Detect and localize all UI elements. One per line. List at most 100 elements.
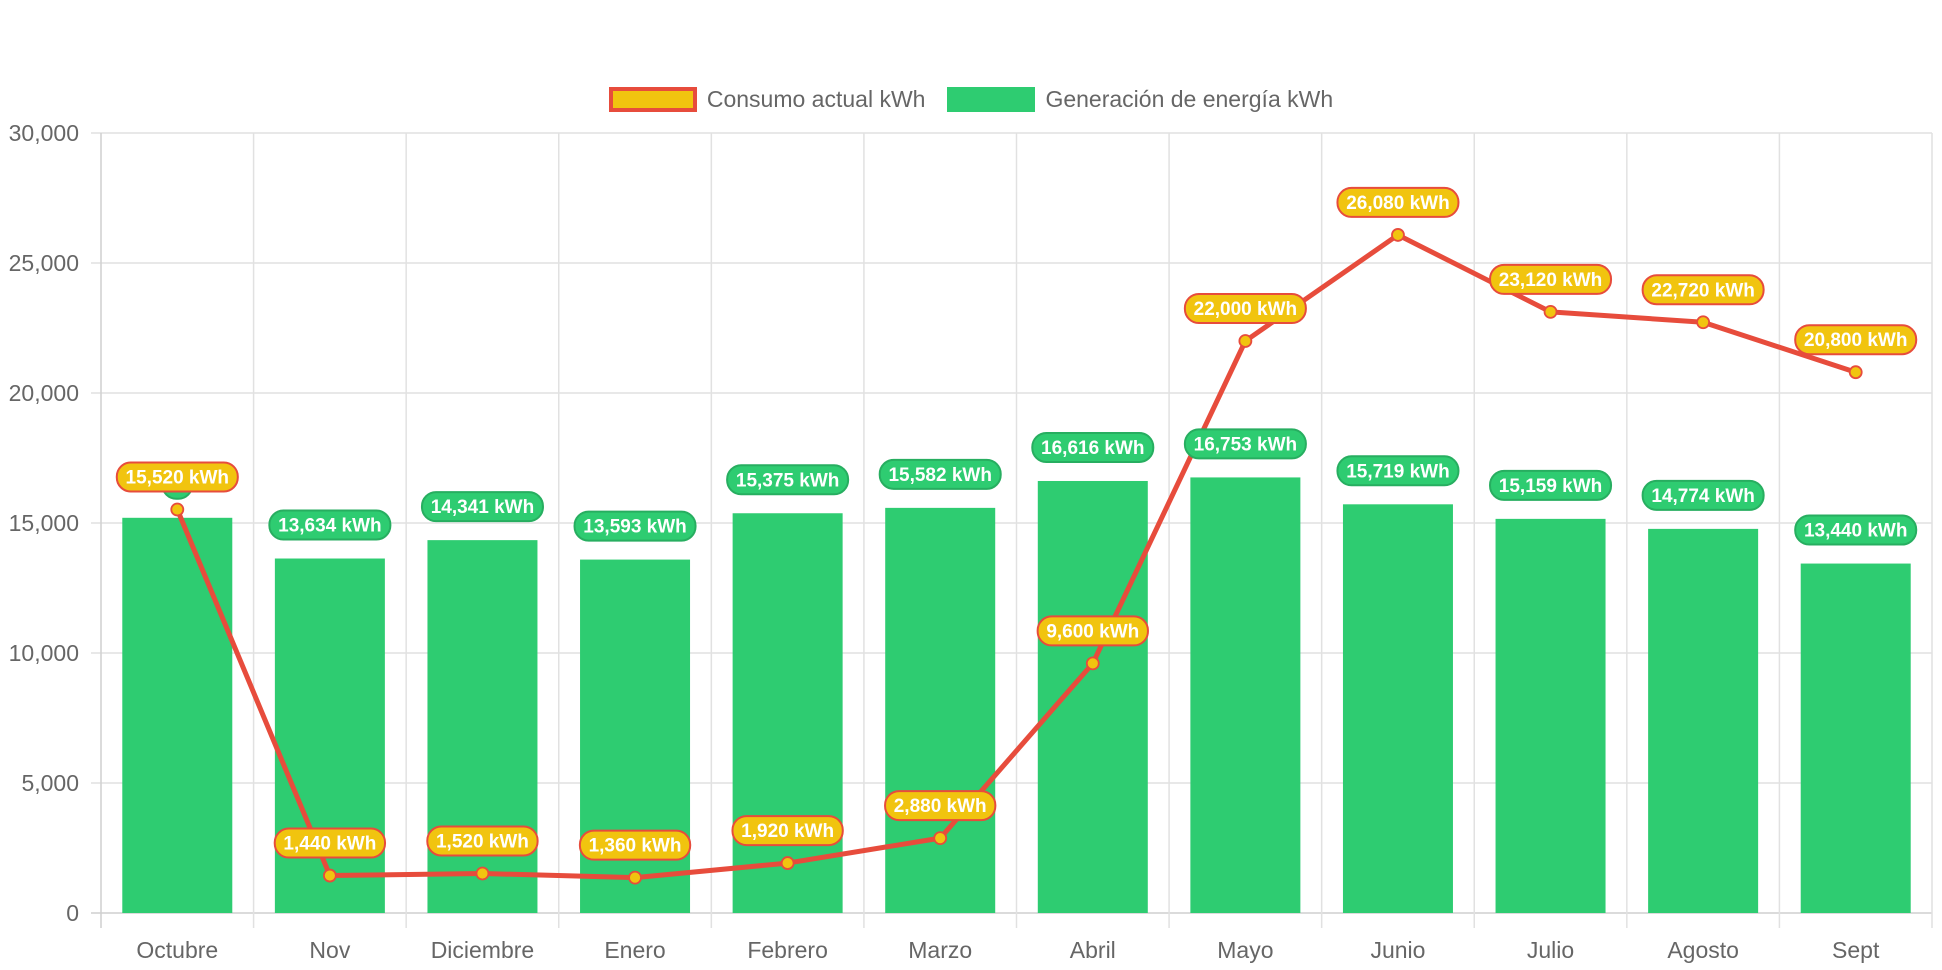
legend-item-generacion[interactable]: Generación de energía kWh: [947, 86, 1333, 113]
data-label-box: [273, 827, 387, 859]
x-axis-ticks: Octubre Nov Diciembre Enero Febrero Marzo Abri…: [136, 937, 1880, 963]
data-label-box: [878, 458, 1002, 490]
grid: [91, 132, 1933, 928]
data-label-box: [426, 825, 539, 857]
bar-data-label: 15,719 kWh: [1336, 455, 1460, 487]
bar: [274, 558, 385, 913]
bar-data-labels: 13,634 kWh 14,341 kWh 13,593 kWh 15,375 kWh…: [161, 428, 1918, 546]
data-label-box: [420, 491, 544, 523]
legend-label-generacion: Generación de energía kWh: [1045, 86, 1334, 112]
line-point: [1238, 334, 1253, 348]
x-tick-label: Mayo: [1217, 937, 1273, 963]
bar-data-label: 16,753 kWh: [1183, 428, 1307, 460]
bar: [427, 540, 538, 913]
x-tick-label: Junio: [1370, 937, 1425, 963]
data-label-text: 2,880 kWh: [894, 796, 987, 817]
line-point: [1543, 304, 1558, 319]
bar-data-label: 13,440 kWh: [1794, 514, 1918, 546]
legend-swatch-consumo: [608, 87, 697, 112]
line-series-consumo: [170, 228, 1863, 885]
bar: [732, 513, 843, 913]
data-label-text: 9,600 kWh: [1046, 621, 1139, 642]
line-data-label: 15,520 kWh: [115, 461, 239, 493]
data-label-text: 20,800 kWh: [1804, 330, 1908, 351]
data-label-text: 14,341 kWh: [431, 497, 535, 518]
data-label-text: 13,593 kWh: [583, 517, 687, 538]
data-label-box: [1336, 455, 1460, 487]
x-tick-label: Nov: [309, 937, 350, 963]
line-data-labels: 15,520 kWh 1,440 kWh 1,520 kWh 1,360 kWh 1,9…: [115, 186, 1918, 861]
bar: [1800, 563, 1911, 913]
bar-data-label: 15,375 kWh: [726, 464, 850, 496]
bar-data-label: 15,159 kWh: [1489, 469, 1613, 501]
line-data-label: 20,800 kWh: [1794, 324, 1918, 356]
data-label-text: 22,000 kWh: [1194, 299, 1298, 320]
line-data-label: 22,000 kWh: [1183, 293, 1307, 324]
y-tick-label: 15,000: [9, 510, 79, 536]
y-tick-label: 25,000: [9, 250, 79, 276]
consumo-line: [174, 232, 1857, 881]
data-label-box: [578, 829, 692, 861]
data-label-text: 23,120 kWh: [1499, 270, 1603, 291]
line-point: [933, 831, 948, 846]
x-tick-label: Enero: [604, 937, 665, 963]
line-point: [1391, 228, 1405, 242]
data-label-text: 15,520 kWh: [126, 467, 230, 488]
line-point: [780, 856, 795, 870]
line-data-label: 1,920 kWh: [731, 815, 844, 847]
data-label-box: [1489, 263, 1613, 295]
bar: [1648, 528, 1759, 913]
data-label-text: 1,520 kWh: [436, 831, 529, 852]
x-tick-label: Diciembre: [431, 937, 535, 963]
line-point: [475, 866, 490, 881]
y-axis-ticks: 0 5,000 10,000 15,000 20,000 25,000 30,000: [9, 120, 79, 926]
data-label-box: [1641, 479, 1765, 511]
line-point: [322, 868, 337, 883]
data-label-box: [573, 510, 697, 542]
x-tick-label: Abril: [1070, 937, 1116, 963]
line-point: [628, 870, 642, 885]
x-tick-label: Marzo: [908, 937, 972, 963]
data-label-text: 15,159 kWh: [1499, 476, 1603, 497]
line-data-label: 1,440 kWh: [273, 827, 387, 859]
line-data-label: 22,720 kWh: [1641, 274, 1765, 306]
data-label-text: 15,719 kWh: [1346, 461, 1450, 482]
data-label-box: [731, 815, 844, 847]
bar: [1342, 504, 1453, 913]
data-label-box: [884, 790, 997, 822]
data-label-box: [1794, 324, 1918, 356]
data-label-box: [726, 464, 850, 496]
y-tick-label: 10,000: [9, 640, 79, 666]
data-label-box: [1794, 514, 1918, 546]
bar: [1495, 518, 1606, 913]
data-label-text: 22,720 kWh: [1651, 280, 1755, 301]
data-label-text: 13,440 kWh: [1804, 521, 1908, 542]
line-point: [1696, 315, 1711, 330]
bar-data-label: 13,634 kWh: [268, 509, 392, 541]
x-tick-label: Julio: [1527, 937, 1574, 963]
data-label-text: 26,080 kWh: [1346, 193, 1450, 214]
data-label-box: [268, 509, 392, 541]
y-tick-label: 20,000: [9, 380, 79, 406]
bar-data-label: 13,593 kWh: [573, 510, 697, 542]
data-label-text: 16,616 kWh: [1041, 438, 1145, 459]
bar-data-label: 14,341 kWh: [420, 491, 544, 523]
bar-data-label: 15,582 kWh: [878, 458, 1002, 490]
bar: [885, 507, 996, 913]
x-tick-label: Agosto: [1667, 937, 1739, 963]
x-tick-label: Octubre: [136, 937, 218, 963]
legend-item-consumo[interactable]: Consumo actual kWh: [608, 86, 926, 113]
bar: [1190, 477, 1301, 913]
data-label-box: [1183, 428, 1307, 460]
data-label-box: [1641, 274, 1765, 306]
bar: [1037, 480, 1148, 913]
legend-label-consumo: Consumo actual kWh: [706, 86, 926, 112]
data-label-text: 1,360 kWh: [589, 836, 682, 857]
bar-data-label: 16,616 kWh: [1031, 431, 1155, 463]
data-label-text: 1,920 kWh: [741, 821, 834, 842]
data-label-text: 15,582 kWh: [888, 465, 992, 486]
bar-data-label: 14,774 kWh: [1641, 479, 1765, 511]
line-point: [1085, 656, 1100, 671]
